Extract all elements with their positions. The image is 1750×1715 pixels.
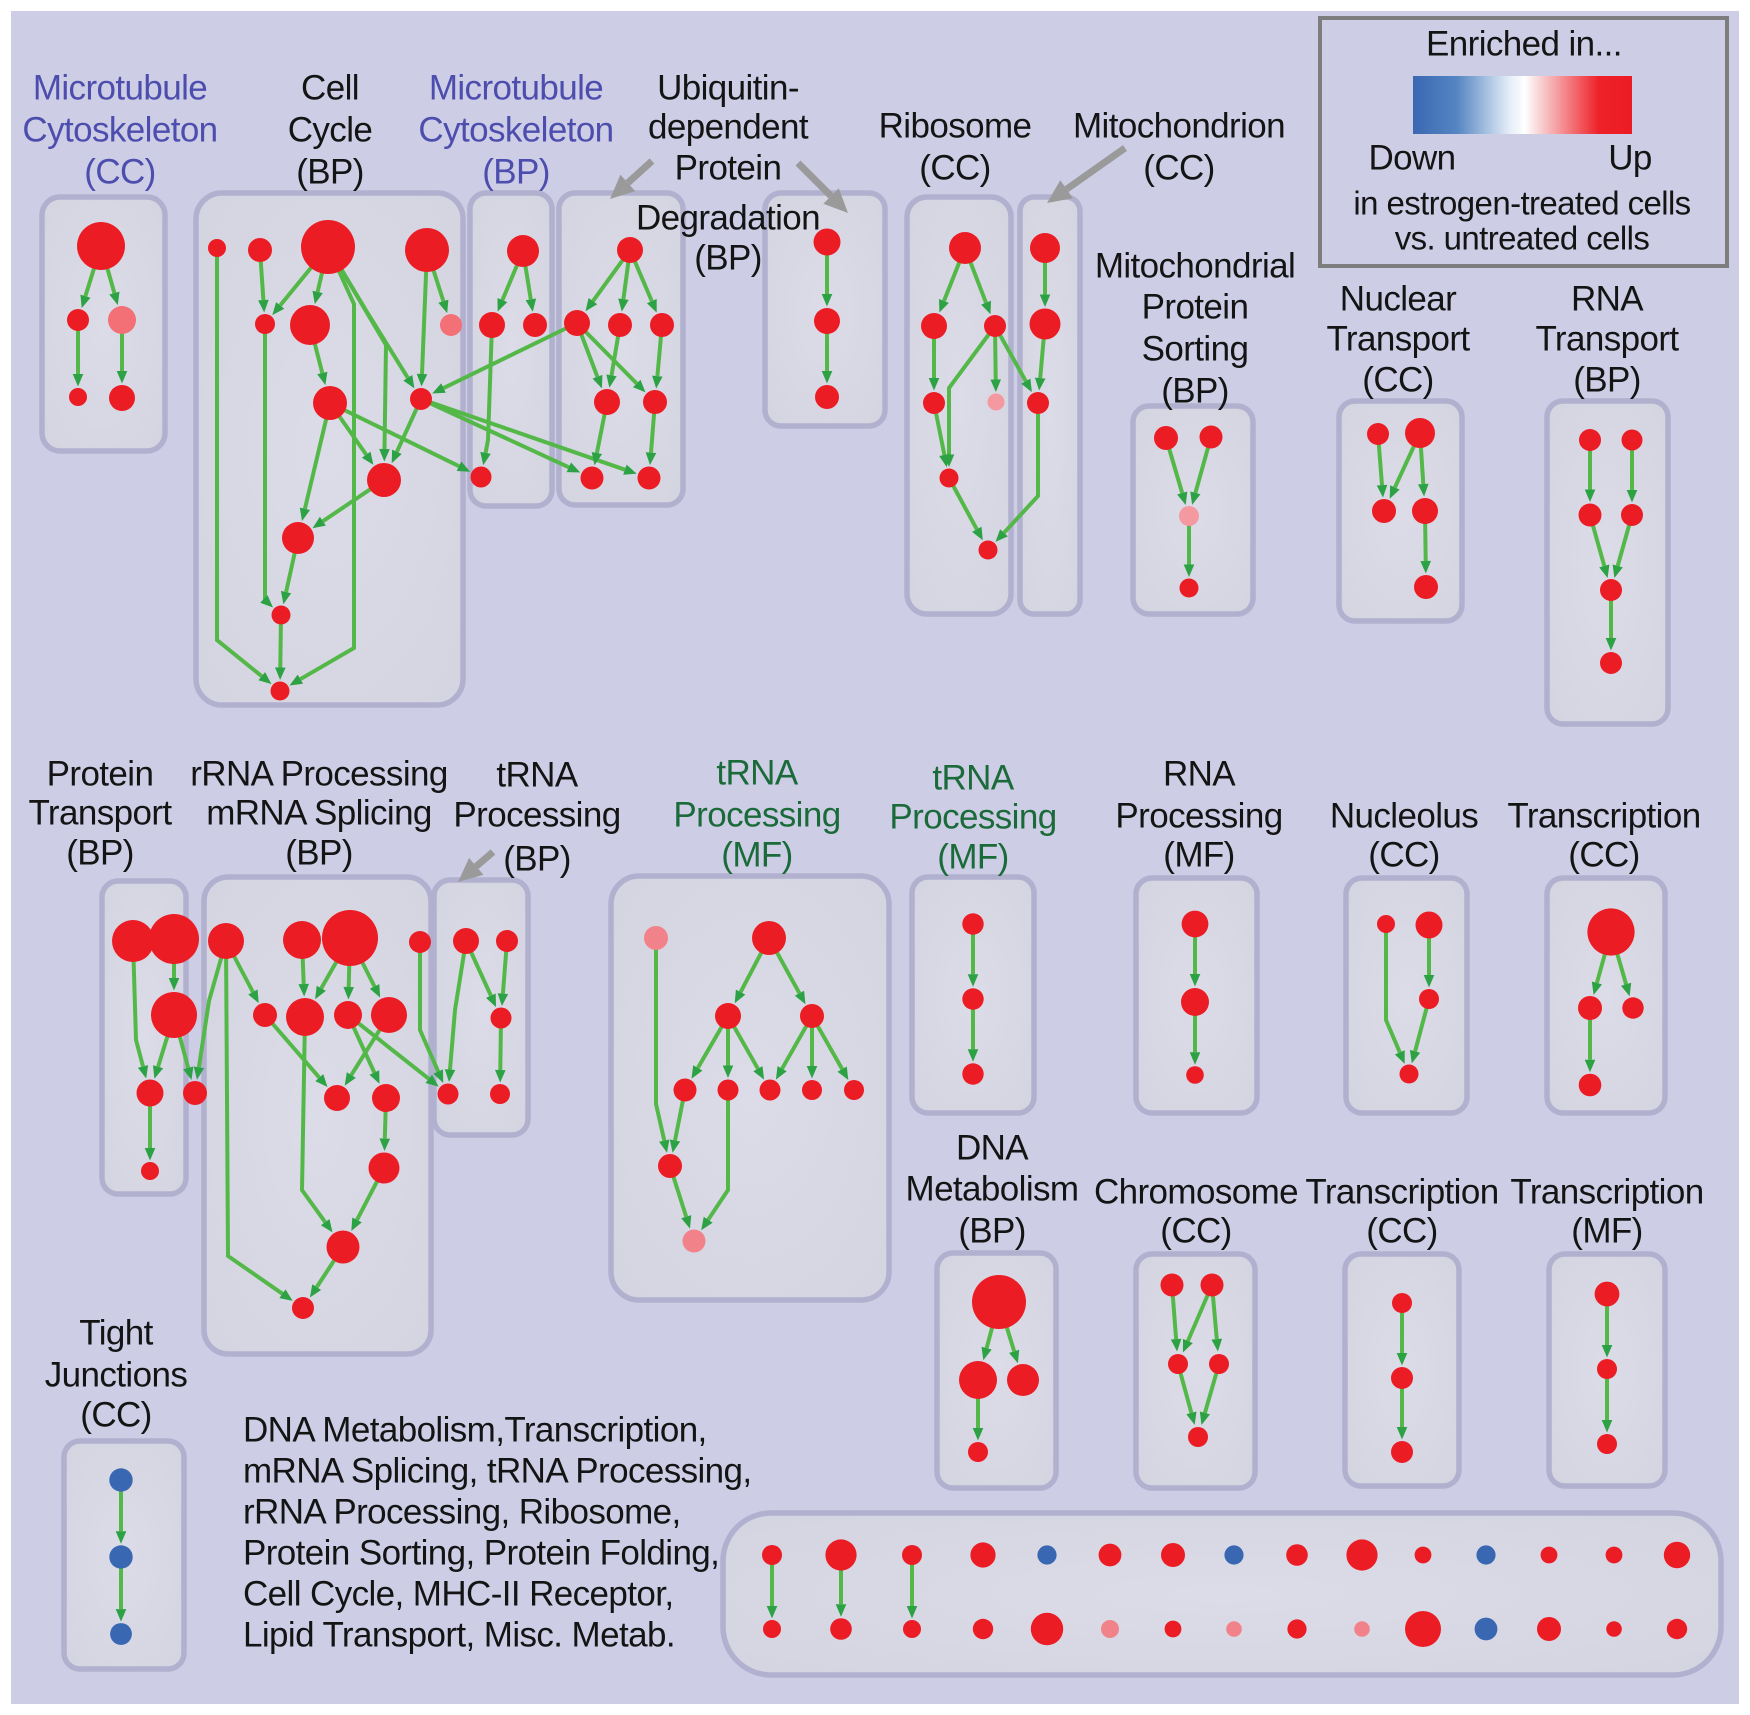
svg-text:(BP): (BP) — [482, 153, 550, 192]
svg-text:(BP): (BP) — [1573, 361, 1641, 400]
svg-text:in estrogen-treated cells: in estrogen-treated cells — [1353, 185, 1690, 222]
svg-text:Transport: Transport — [28, 794, 172, 833]
svg-text:(BP): (BP) — [66, 834, 134, 873]
svg-text:(CC): (CC) — [1143, 149, 1214, 188]
svg-text:Ribosome: Ribosome — [879, 107, 1032, 146]
svg-text:Mitochondrion: Mitochondrion — [1073, 107, 1285, 146]
svg-text:mRNA Splicing, tRNA Processing: mRNA Splicing, tRNA Processing, — [243, 1452, 752, 1491]
svg-text:Microtubule: Microtubule — [429, 69, 603, 108]
svg-text:Nuclear: Nuclear — [1340, 280, 1457, 319]
svg-text:Transport: Transport — [1326, 320, 1470, 359]
svg-text:Ubiquitin-: Ubiquitin- — [657, 69, 799, 108]
svg-text:rRNA Processing: rRNA Processing — [190, 755, 447, 794]
svg-text:(BP): (BP) — [296, 153, 364, 192]
svg-text:Transcription: Transcription — [1305, 1173, 1498, 1212]
svg-text:Lipid Transport, Misc. Metab.: Lipid Transport, Misc. Metab. — [243, 1616, 675, 1655]
svg-text:DNA: DNA — [956, 1129, 1029, 1168]
svg-text:(CC): (CC) — [80, 1396, 151, 1435]
svg-text:Processing: Processing — [673, 796, 840, 835]
svg-text:(CC): (CC) — [1160, 1212, 1231, 1251]
svg-text:(MF): (MF) — [721, 836, 792, 875]
svg-text:(CC): (CC) — [1362, 361, 1433, 400]
svg-text:Processing: Processing — [889, 798, 1056, 837]
svg-text:tRNA: tRNA — [932, 759, 1014, 798]
svg-text:Protein Sorting, Protein Foldi: Protein Sorting, Protein Folding, — [243, 1534, 719, 1573]
svg-text:Transcription: Transcription — [1510, 1173, 1703, 1212]
svg-text:Junctions: Junctions — [45, 1356, 188, 1395]
svg-text:rRNA Processing, Ribosome,: rRNA Processing, Ribosome, — [243, 1493, 681, 1532]
svg-text:Processing: Processing — [453, 796, 620, 835]
svg-text:(CC): (CC) — [84, 153, 155, 192]
svg-text:Microtubule: Microtubule — [33, 69, 207, 108]
svg-text:(MF): (MF) — [1163, 836, 1234, 875]
svg-text:(CC): (CC) — [1368, 836, 1439, 875]
svg-text:Down: Down — [1368, 139, 1455, 178]
svg-text:(BP): (BP) — [958, 1212, 1026, 1251]
svg-text:Protein: Protein — [1142, 288, 1249, 327]
svg-text:Degradation: Degradation — [636, 199, 820, 238]
svg-text:tRNA: tRNA — [716, 754, 798, 793]
svg-text:Cycle: Cycle — [288, 111, 373, 150]
svg-text:Cytoskeleton: Cytoskeleton — [22, 111, 217, 150]
svg-text:Transcription: Transcription — [1507, 797, 1700, 836]
svg-text:Transport: Transport — [1535, 320, 1679, 359]
svg-text:Cytoskeleton: Cytoskeleton — [418, 111, 613, 150]
svg-text:Tight: Tight — [79, 1314, 153, 1353]
svg-text:(CC): (CC) — [919, 149, 990, 188]
svg-text:RNA: RNA — [1571, 280, 1644, 319]
svg-text:(CC): (CC) — [1568, 836, 1639, 875]
svg-text:Cell Cycle, MHC-II Receptor,: Cell Cycle, MHC-II Receptor, — [243, 1575, 674, 1614]
svg-text:DNA Metabolism,Transcription,: DNA Metabolism,Transcription, — [243, 1411, 707, 1450]
svg-text:(CC): (CC) — [1366, 1212, 1437, 1251]
svg-text:Processing: Processing — [1115, 797, 1282, 836]
svg-text:Protein: Protein — [675, 149, 782, 188]
svg-text:(BP): (BP) — [1161, 372, 1229, 411]
svg-text:RNA: RNA — [1163, 755, 1236, 794]
svg-text:Cell: Cell — [301, 69, 359, 108]
svg-text:Metabolism: Metabolism — [906, 1170, 1079, 1209]
svg-text:(BP): (BP) — [694, 239, 762, 278]
svg-text:Nucleolus: Nucleolus — [1330, 797, 1478, 836]
svg-text:Enriched in...: Enriched in... — [1426, 25, 1622, 64]
svg-text:vs. untreated cells: vs. untreated cells — [1395, 220, 1650, 257]
svg-text:(MF): (MF) — [937, 838, 1008, 877]
svg-text:Protein: Protein — [47, 755, 154, 794]
svg-text:dependent: dependent — [648, 108, 809, 147]
svg-text:Sorting: Sorting — [1142, 330, 1249, 369]
svg-text:tRNA: tRNA — [496, 756, 578, 795]
svg-text:(BP): (BP) — [503, 840, 571, 879]
svg-text:(MF): (MF) — [1571, 1212, 1642, 1251]
svg-text:Up: Up — [1608, 139, 1652, 178]
svg-text:Mitochondrial: Mitochondrial — [1095, 247, 1295, 286]
svg-text:(BP): (BP) — [285, 834, 353, 873]
svg-text:mRNA Splicing: mRNA Splicing — [206, 794, 432, 833]
svg-text:Chromosome: Chromosome — [1094, 1173, 1298, 1212]
